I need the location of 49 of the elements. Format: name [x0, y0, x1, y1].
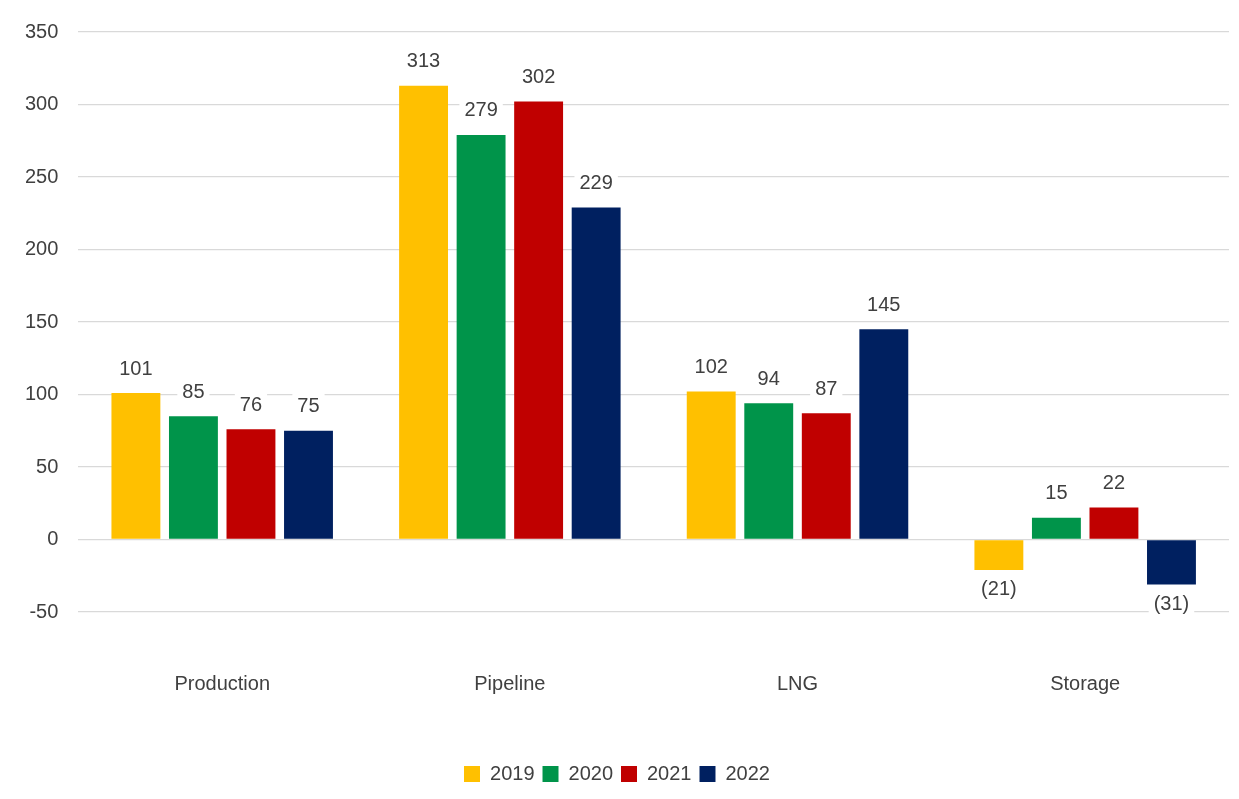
legend-label: 2020 — [568, 761, 614, 784]
data-label: 279 — [464, 98, 498, 121]
bar — [801, 413, 851, 539]
bar — [1031, 517, 1081, 539]
legend-label: 2019 — [490, 761, 535, 784]
data-label: (31) — [1153, 591, 1190, 614]
y-tick-label: 100 — [24, 382, 59, 405]
bar — [571, 207, 621, 539]
bar — [168, 416, 218, 539]
data-label: 313 — [406, 49, 441, 72]
legend-label: 2021 — [647, 761, 692, 784]
bar — [974, 540, 1024, 570]
bar — [284, 430, 333, 539]
y-tick-label: 250 — [24, 164, 59, 187]
y-tick-label: 350 — [24, 19, 59, 42]
bar — [744, 403, 794, 539]
bar — [226, 429, 276, 539]
data-label: 85 — [182, 379, 205, 402]
data-label: 302 — [521, 65, 556, 88]
data-label: 229 — [579, 170, 613, 193]
y-tick-label: 0 — [47, 527, 59, 550]
data-label: 102 — [694, 355, 728, 378]
data-label: 76 — [239, 392, 263, 415]
data-label: 101 — [119, 356, 153, 379]
data-label: 75 — [297, 394, 320, 417]
bar — [859, 329, 909, 539]
y-tick-label: 300 — [24, 92, 59, 115]
y-tick-label: -50 — [29, 599, 59, 622]
x-tick-label: Storage — [1050, 671, 1121, 694]
data-label: 145 — [867, 292, 901, 315]
y-tick-label: 150 — [24, 309, 59, 332]
bar — [686, 391, 736, 539]
bar — [456, 134, 506, 539]
x-tick-label: Pipeline — [474, 671, 546, 694]
y-tick-label: 50 — [36, 454, 59, 477]
bar — [514, 101, 564, 539]
x-tick-label: Production — [174, 671, 271, 694]
data-label: (21) — [981, 577, 1017, 600]
y-tick-label: 200 — [24, 237, 59, 260]
data-label: 94 — [757, 366, 780, 389]
bar — [111, 393, 161, 539]
data-label: 87 — [815, 376, 838, 399]
bar — [399, 85, 449, 539]
data-label: 22 — [1102, 471, 1126, 494]
bar — [1089, 507, 1139, 539]
x-tick-label: LNG — [776, 671, 819, 694]
legend-label: 2022 — [725, 761, 770, 784]
data-label: 15 — [1045, 481, 1068, 504]
bar — [1147, 540, 1196, 585]
